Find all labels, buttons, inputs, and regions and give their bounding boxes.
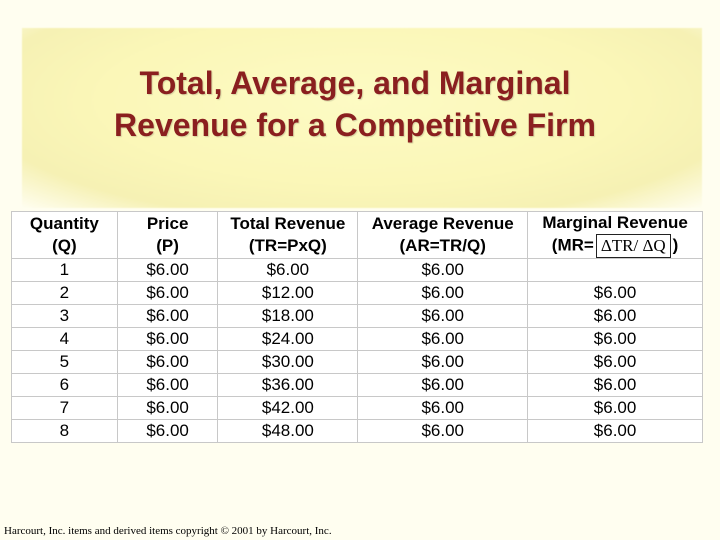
header-price-label: Price: [146, 214, 189, 233]
quantity-cell: 4: [11, 327, 118, 351]
marginal-revenue-cell: $6.00: [527, 373, 703, 397]
price-cell: $6.00: [116, 396, 219, 420]
title-line-2: Revenue for a Competitive Firm: [114, 107, 596, 143]
title-background: [22, 28, 702, 208]
marginal-revenue-cell: $6.00: [527, 396, 703, 420]
quantity-cell: 3: [11, 304, 118, 328]
total-revenue-cell: $24.00: [217, 327, 359, 351]
header-average-revenue-label: Average Revenue: [371, 214, 514, 233]
table-row: 5 $6.00 $30.00 $6.00 $6.00: [11, 350, 703, 374]
price-cell: $6.00: [116, 304, 219, 328]
price-cell: $6.00: [116, 327, 219, 351]
table-row: 2 $6.00 $12.00 $6.00 $6.00: [11, 281, 703, 305]
revenue-table: Quantity (Q) Price (P) Total Revenue (TR…: [11, 211, 703, 443]
copyright-footer: Harcourt, Inc. items and derived items c…: [4, 525, 332, 537]
header-price-symbol: (P): [156, 236, 179, 255]
price-cell: $6.00: [116, 258, 219, 282]
average-revenue-cell: $6.00: [357, 396, 529, 420]
average-revenue-cell: $6.00: [357, 373, 529, 397]
header-total-revenue-label: Total Revenue: [230, 214, 346, 233]
header-total-revenue-formula: (TR=PxQ): [248, 236, 327, 255]
marginal-revenue-cell: $6.00: [527, 419, 703, 443]
title-line-1: Total, Average, and Marginal: [139, 65, 571, 101]
slide-title: Total, Average, and Marginal Revenue for…: [0, 62, 710, 146]
header-average-revenue-formula: (AR=TR/Q): [399, 236, 486, 255]
average-revenue-cell: $6.00: [357, 281, 529, 305]
header-quantity-symbol: (Q): [52, 236, 77, 255]
header-price: Price (P): [116, 211, 219, 259]
average-revenue-cell: $6.00: [357, 327, 529, 351]
header-total-revenue: Total Revenue (TR=PxQ): [217, 211, 359, 259]
table-header-row: Quantity (Q) Price (P) Total Revenue (TR…: [11, 211, 703, 259]
quantity-cell: 7: [11, 396, 118, 420]
table-row: 8 $6.00 $48.00 $6.00 $6.00: [11, 419, 703, 443]
total-revenue-cell: $30.00: [217, 350, 359, 374]
marginal-revenue-cell: $6.00: [527, 304, 703, 328]
marginal-revenue-cell: $6.00: [527, 327, 703, 351]
header-marginal-revenue-label: Marginal Revenue: [542, 213, 688, 232]
total-revenue-cell: $6.00: [217, 258, 359, 282]
mr-formula-suffix: ): [672, 235, 679, 255]
price-cell: $6.00: [116, 419, 219, 443]
table-row: 3 $6.00 $18.00 $6.00 $6.00: [11, 304, 703, 328]
total-revenue-cell: $48.00: [217, 419, 359, 443]
header-average-revenue: Average Revenue (AR=TR/Q): [357, 211, 529, 259]
quantity-cell: 1: [11, 258, 118, 282]
average-revenue-cell: $6.00: [357, 304, 529, 328]
quantity-cell: 8: [11, 419, 118, 443]
mr-formula-prefix: (MR=: [551, 235, 594, 255]
header-marginal-revenue: Marginal Revenue (MR= ΔTR/ ΔQ): [527, 211, 703, 259]
table-row: 4 $6.00 $24.00 $6.00 $6.00: [11, 327, 703, 351]
total-revenue-cell: $42.00: [217, 396, 359, 420]
average-revenue-cell: $6.00: [357, 258, 529, 282]
table-row: 1 $6.00 $6.00 $6.00: [11, 258, 703, 282]
table-row: 7 $6.00 $42.00 $6.00 $6.00: [11, 396, 703, 420]
quantity-cell: 5: [11, 350, 118, 374]
marginal-revenue-cell: [527, 258, 703, 282]
quantity-cell: 6: [11, 373, 118, 397]
total-revenue-cell: $36.00: [217, 373, 359, 397]
delta-formula-box: ΔTR/ ΔQ: [595, 234, 671, 258]
header-marginal-revenue-formula: (MR= ΔTR/ ΔQ): [528, 234, 702, 258]
header-quantity-label: Quantity: [29, 214, 99, 233]
price-cell: $6.00: [116, 281, 219, 305]
total-revenue-cell: $18.00: [217, 304, 359, 328]
header-quantity: Quantity (Q): [11, 211, 118, 259]
quantity-cell: 2: [11, 281, 118, 305]
marginal-revenue-cell: $6.00: [527, 281, 703, 305]
average-revenue-cell: $6.00: [357, 419, 529, 443]
marginal-revenue-cell: $6.00: [527, 350, 703, 374]
total-revenue-cell: $12.00: [217, 281, 359, 305]
price-cell: $6.00: [116, 373, 219, 397]
average-revenue-cell: $6.00: [357, 350, 529, 374]
table-row: 6 $6.00 $36.00 $6.00 $6.00: [11, 373, 703, 397]
price-cell: $6.00: [116, 350, 219, 374]
